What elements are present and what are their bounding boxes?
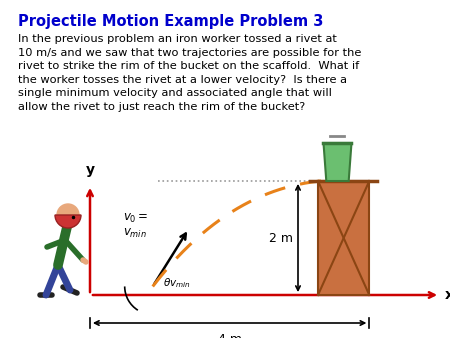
Circle shape (57, 204, 79, 226)
Wedge shape (55, 215, 81, 228)
Text: $v_{min}$: $v_{min}$ (123, 226, 147, 240)
Text: In the previous problem an iron worker tossed a rivet at
10 m/s and we saw that : In the previous problem an iron worker t… (18, 34, 361, 112)
Text: Projectile Motion Example Problem 3: Projectile Motion Example Problem 3 (18, 14, 324, 29)
Text: y: y (86, 163, 94, 177)
Text: $\theta v_{min}$: $\theta v_{min}$ (163, 276, 190, 290)
Text: 4 m: 4 m (218, 333, 242, 338)
Text: x: x (445, 288, 450, 302)
Text: 2 m: 2 m (269, 232, 293, 244)
Text: $v_0 =$: $v_0 =$ (123, 212, 148, 224)
FancyBboxPatch shape (318, 181, 369, 295)
Polygon shape (324, 143, 351, 181)
